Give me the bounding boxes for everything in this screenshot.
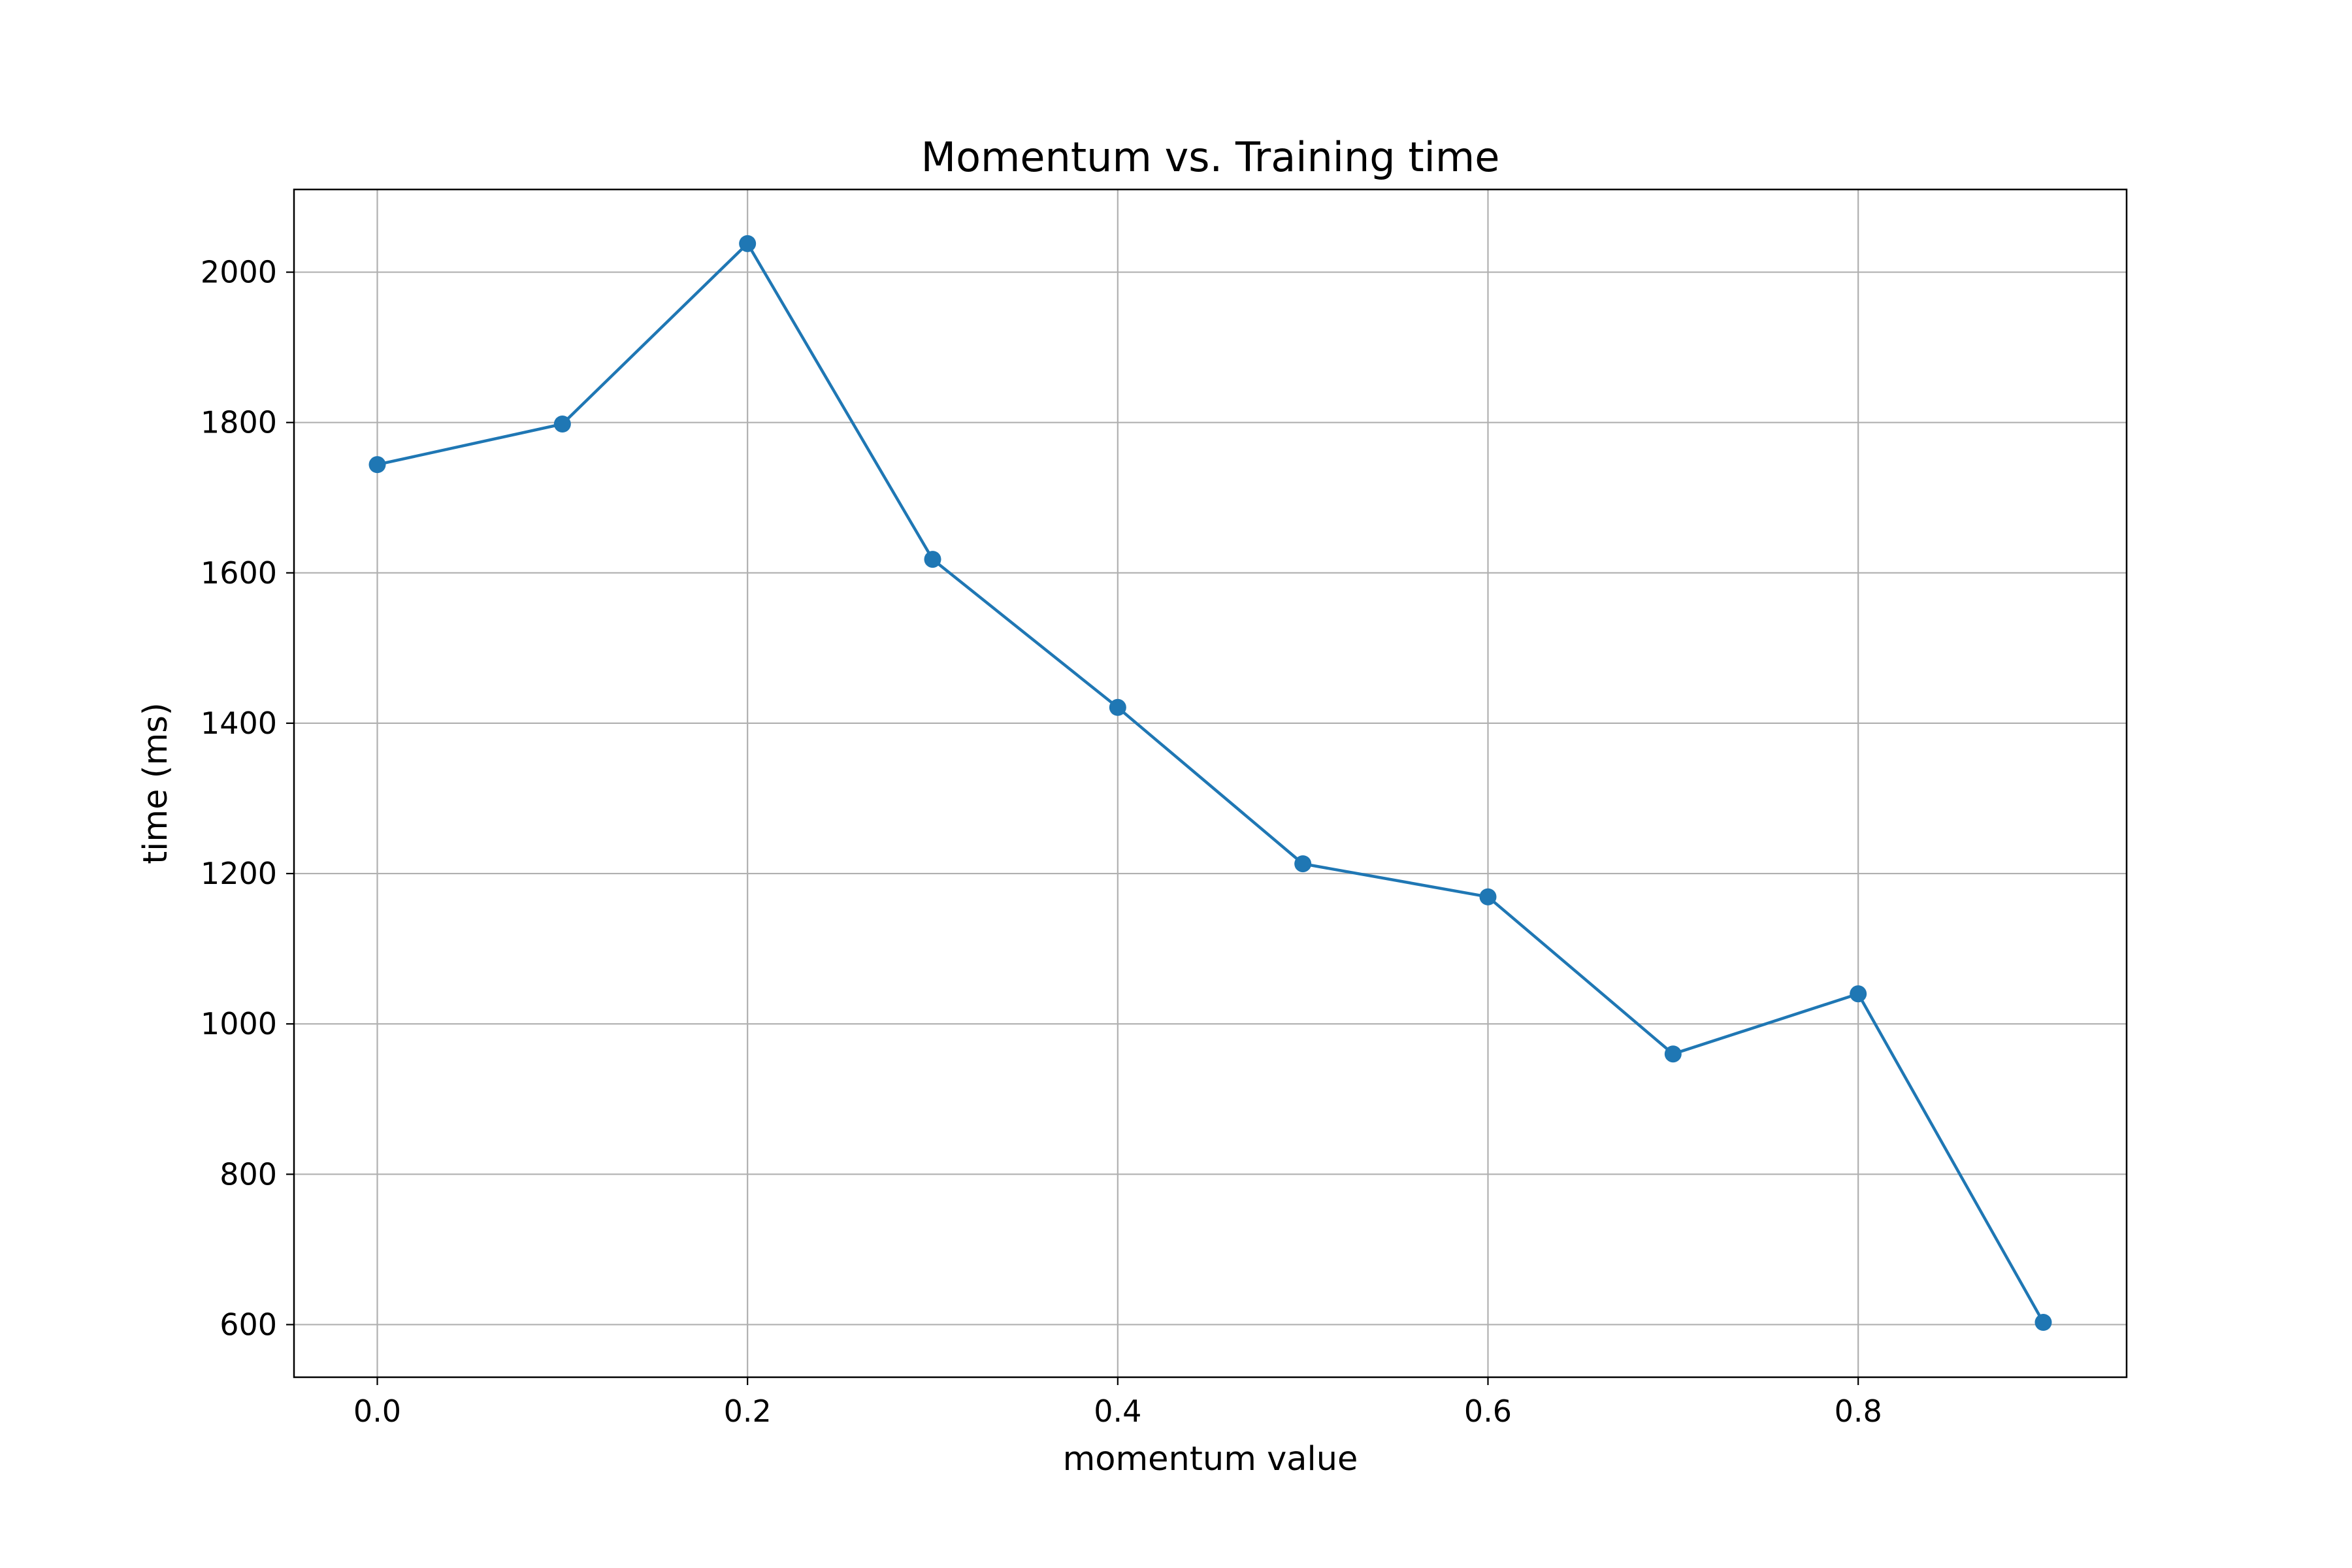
data-point xyxy=(369,456,386,473)
data-point xyxy=(739,235,756,252)
y-tick-label: 1600 xyxy=(201,555,277,591)
y-axis-label: time (ms) xyxy=(137,702,175,864)
x-axis-label: momentum value xyxy=(1063,1440,1358,1478)
x-tick-label: 0.4 xyxy=(1094,1394,1141,1429)
data-point xyxy=(1850,985,1867,1002)
data-point xyxy=(1109,699,1126,716)
x-tick-label: 0.6 xyxy=(1464,1394,1512,1429)
y-tick-label: 2000 xyxy=(201,255,277,290)
data-point xyxy=(1294,855,1311,872)
data-point xyxy=(924,551,941,568)
data-point xyxy=(1665,1045,1682,1062)
y-tick-label: 800 xyxy=(220,1156,277,1192)
data-point xyxy=(2035,1314,2052,1331)
y-tick-label: 1800 xyxy=(201,405,277,440)
data-point xyxy=(554,416,571,433)
y-tick-label: 600 xyxy=(220,1307,277,1342)
y-tick-label: 1200 xyxy=(201,856,277,891)
x-tick-label: 0.8 xyxy=(1835,1394,1882,1429)
y-tick-label: 1400 xyxy=(201,706,277,741)
data-point xyxy=(1480,889,1497,906)
x-tick-label: 0.0 xyxy=(353,1394,401,1429)
chart-title: Momentum vs. Training time xyxy=(921,133,1500,181)
x-tick-label: 0.2 xyxy=(724,1394,772,1429)
y-tick-label: 1000 xyxy=(201,1006,277,1041)
